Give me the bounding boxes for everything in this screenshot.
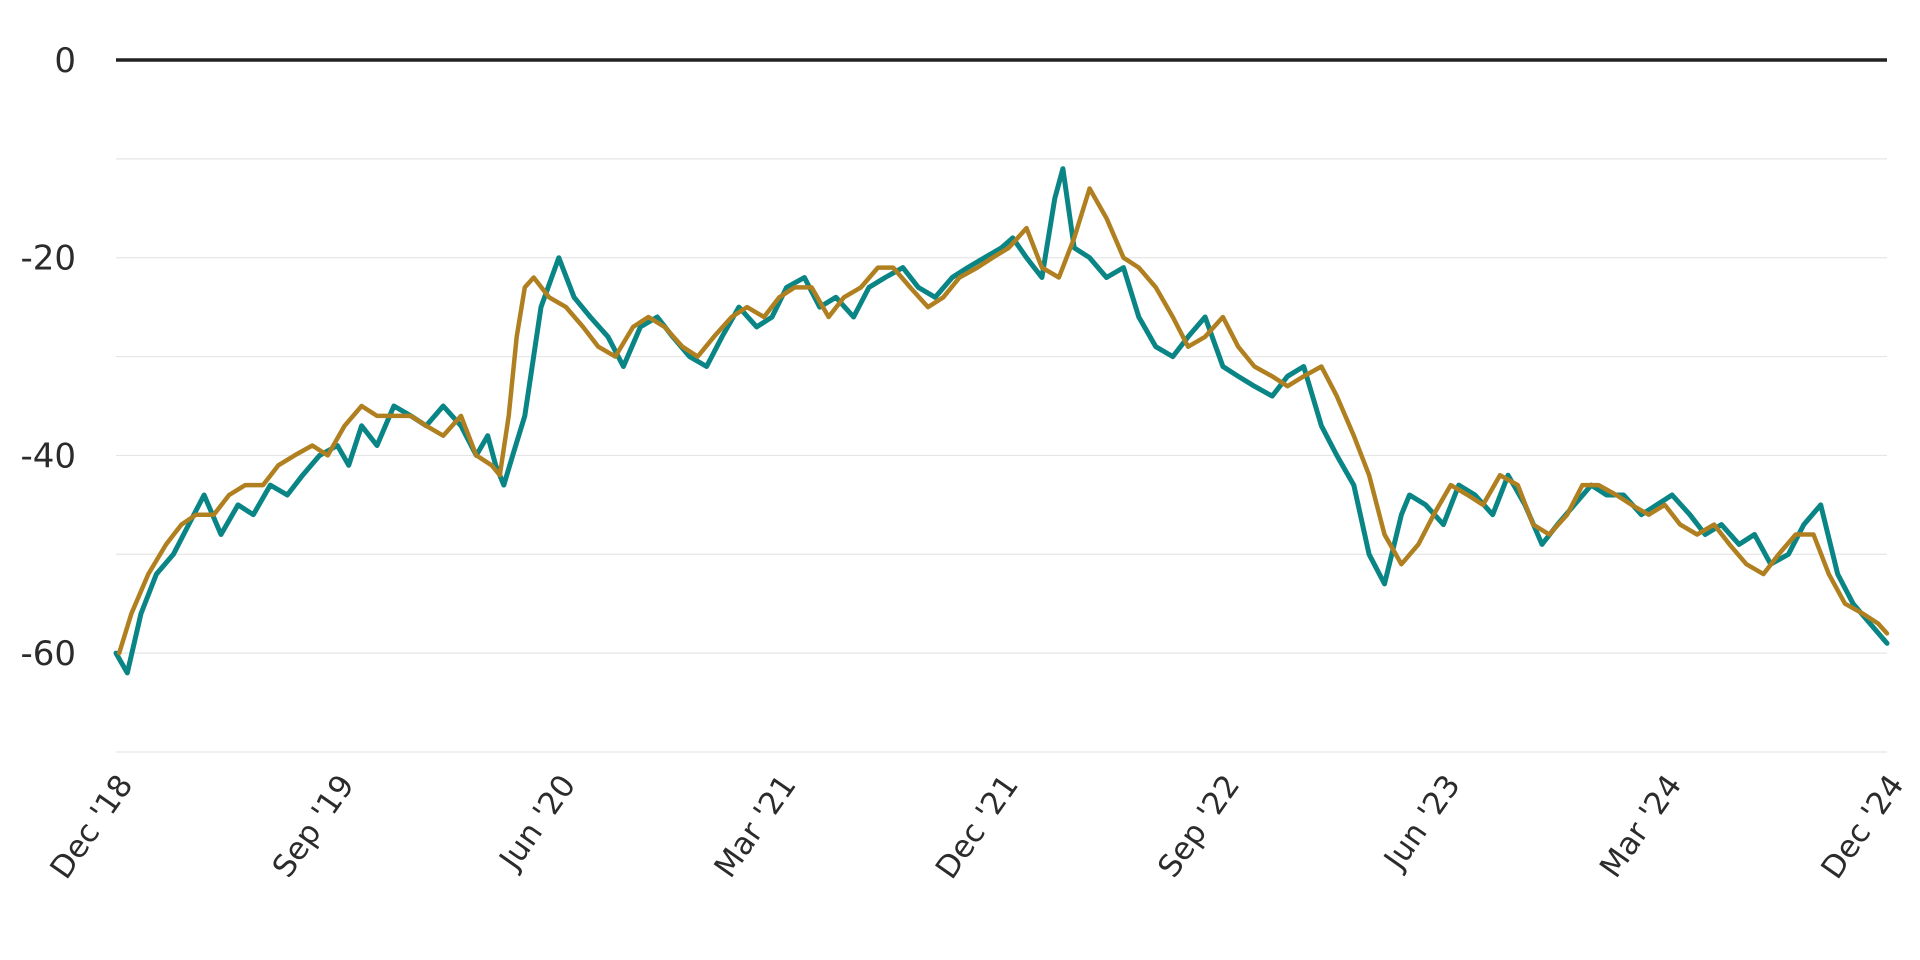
series-line-2 <box>116 186 1890 656</box>
series-lines <box>113 166 1890 676</box>
x-tick-label: Jun '23 <box>1376 768 1468 877</box>
y-tick-label: -20 <box>20 239 76 279</box>
y-axis-ticks: 0 -20 -40 -60 <box>20 41 76 674</box>
x-tick-label: Sep '19 <box>266 768 362 884</box>
gridlines <box>116 58 1887 753</box>
x-tick-label: Jun '20 <box>491 768 583 877</box>
x-tick-label: Sep '22 <box>1151 768 1247 884</box>
y-tick-label: -60 <box>20 634 76 674</box>
series-line-1 <box>113 166 1890 676</box>
x-axis-ticks: Dec '18 Sep '19 Jun '20 Mar '21 Dec '21 Sep '… <box>43 768 1911 885</box>
x-tick-label: Mar '21 <box>707 768 803 884</box>
x-tick-label: Mar '24 <box>1593 768 1689 884</box>
x-tick-label: Dec '18 <box>43 768 140 885</box>
x-tick-label: Dec '21 <box>929 768 1026 885</box>
x-tick-label: Dec '24 <box>1814 768 1911 885</box>
y-tick-label: -40 <box>20 436 76 476</box>
y-tick-label: 0 <box>54 41 76 81</box>
